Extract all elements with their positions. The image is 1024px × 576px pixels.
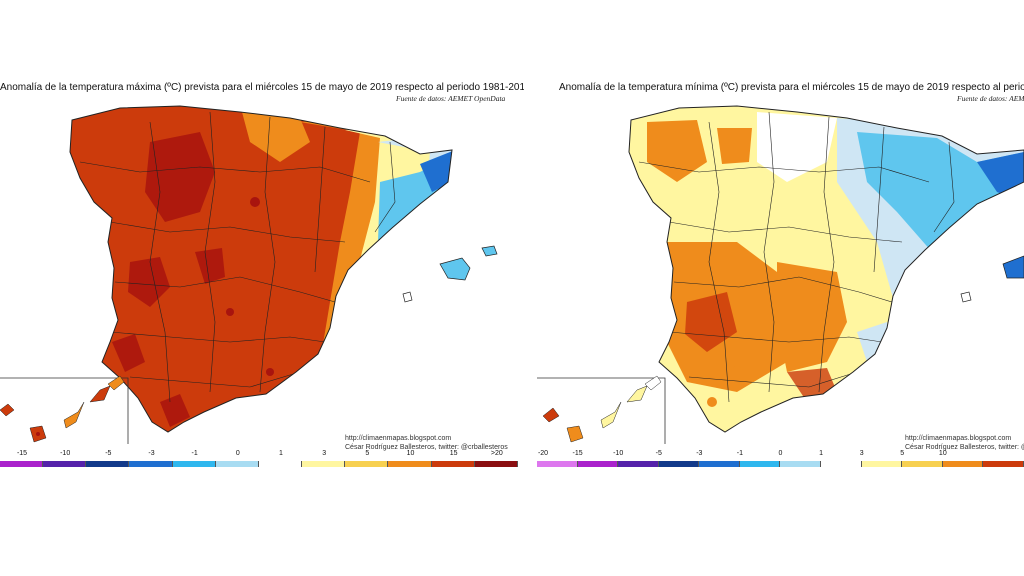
min-legend-colorbar (537, 461, 1024, 467)
legend-tick: -5 (655, 450, 662, 457)
legend-swatch (821, 461, 862, 467)
legend-swatch (780, 461, 822, 467)
canary-islands-inset (0, 375, 129, 444)
legend-tick: 1 (819, 450, 824, 457)
legend-tick: 5 (365, 450, 370, 457)
legend-tick: 0 (778, 450, 783, 457)
balearic-islands-min (960, 255, 1024, 303)
legend-swatch (302, 461, 346, 467)
min-color-legend: -20 -15 -10 -5 -3 -1 0 1 3 5 10 (537, 450, 1024, 470)
legend-tick: 1 (279, 450, 283, 457)
legend-tick: -15 (572, 450, 583, 457)
spain-landmass-min (629, 106, 1024, 432)
legend-swatch (474, 461, 518, 467)
legend-swatch (129, 461, 173, 467)
max-credit-url: http://climaenmapas.blogspot.com (345, 435, 452, 442)
legend-swatch (215, 461, 259, 467)
legend-tick: -10 (60, 450, 71, 457)
legend-tick: -1 (736, 450, 744, 457)
legend-tick: 0 (235, 450, 240, 457)
legend-swatch (43, 461, 87, 467)
legend-swatch (537, 461, 578, 467)
legend-tick: 10 (406, 450, 415, 457)
legend-tick: 3 (859, 450, 864, 457)
legend-swatch (172, 461, 216, 467)
max-map-title: Anomalía de la temperatura máxima (ºC) p… (0, 82, 524, 93)
legend-tick: 3 (322, 450, 327, 457)
legend-tick: -1 (191, 450, 198, 457)
legend-swatch (618, 461, 659, 467)
legend-swatch (861, 461, 903, 467)
legend-swatch (345, 461, 389, 467)
min-map-title: Anomalía de la temperatura mínima (ºC) p… (559, 82, 1024, 93)
max-credit-author: César Rodríguez Ballesteros, twitter: @c… (345, 444, 508, 451)
legend-swatch (699, 461, 740, 467)
max-legend-colorbar (0, 461, 518, 467)
legend-swatch (942, 461, 984, 467)
max-map-graphic (0, 105, 498, 444)
legend-swatch (388, 461, 432, 467)
legend-tick: 10 (938, 450, 947, 457)
legend-tick: >20 (490, 450, 503, 457)
legend-swatch (86, 461, 130, 467)
legend-swatch (258, 461, 303, 467)
max-temp-anomaly-map: Anomalía de la temperatura máxima (ºC) p… (0, 72, 524, 472)
legend-tick: 5 (900, 450, 905, 457)
legend-swatch (983, 461, 1024, 467)
legend-tick: -3 (148, 450, 155, 457)
max-map-source: Fuente de datos: AEMET OpenData (396, 94, 506, 103)
legend-tick: 15 (449, 450, 458, 457)
legend-tick: -20 (537, 450, 549, 457)
spain-landmass (70, 106, 452, 432)
min-credit-url: http://climaenmapas.blogspot.com (905, 435, 1012, 442)
legend-swatch (658, 461, 700, 467)
legend-swatch (577, 461, 619, 467)
legend-tick: -3 (696, 450, 703, 457)
min-map-source: Fuente de datos: AEMET OpenData (957, 94, 1024, 103)
max-color-legend: -15 -10 -5 -3 -1 0 1 3 5 10 15 >20 (0, 450, 524, 470)
canary-islands-inset-min (537, 375, 666, 444)
legend-tick: -5 (105, 450, 112, 457)
legend-tick: -15 (16, 450, 28, 457)
legend-tick: -10 (613, 450, 624, 457)
min-temp-anomaly-map: Anomalía de la temperatura mínima (ºC) p… (537, 72, 1024, 472)
legend-swatch (0, 461, 44, 467)
min-map-graphic (537, 105, 1024, 444)
legend-swatch (902, 461, 943, 467)
legend-swatch (739, 461, 781, 467)
balearic-islands (402, 245, 498, 303)
legend-swatch (431, 461, 475, 467)
min-credit-author: César Rodríguez Ballesteros, twitter: @c… (905, 444, 1024, 451)
